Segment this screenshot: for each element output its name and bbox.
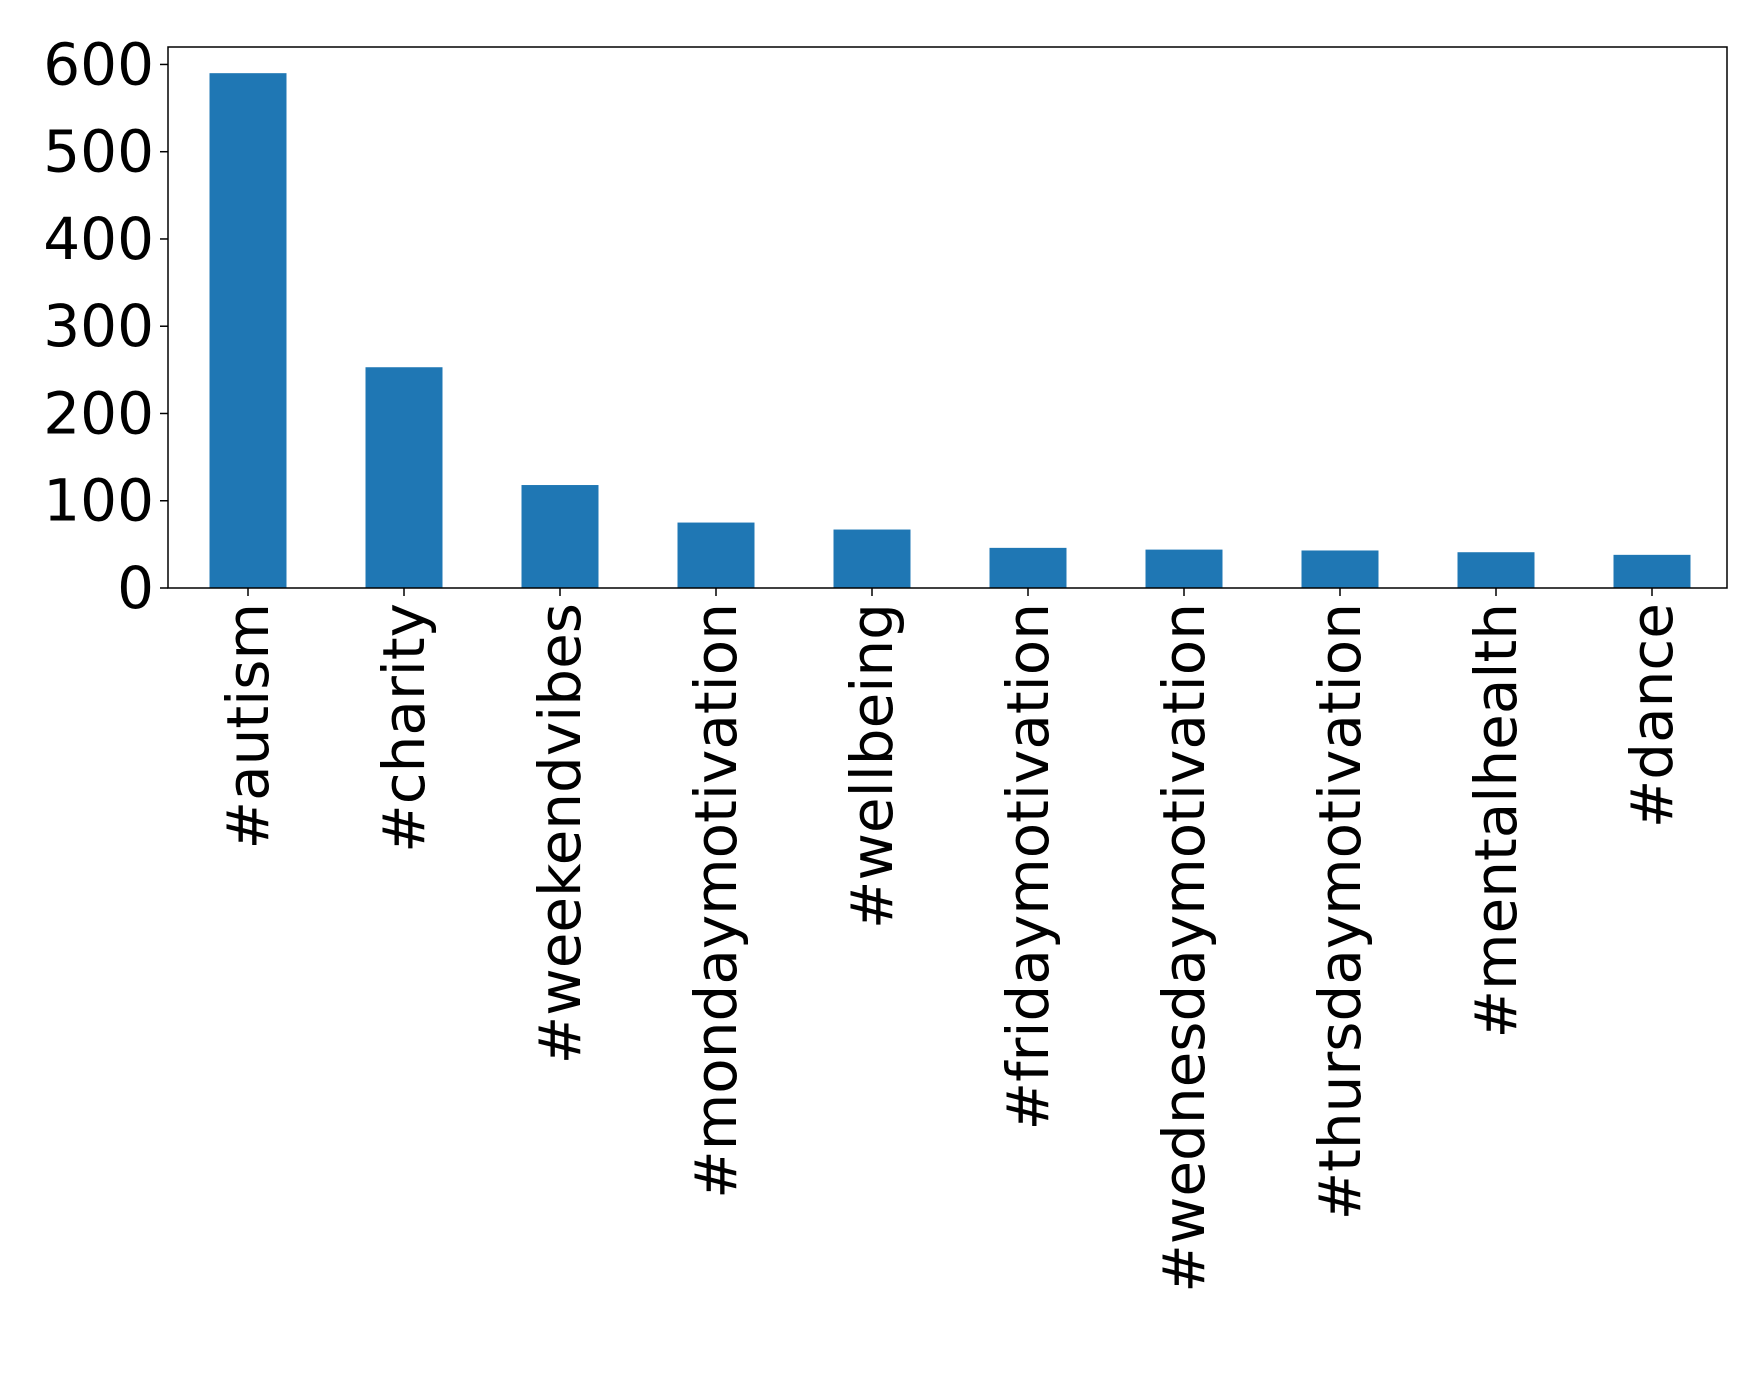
x-tick-label: #weekendvibes xyxy=(526,603,594,1064)
bar-dance xyxy=(1613,554,1691,588)
x-tick-label: #autism xyxy=(214,603,282,849)
bar-wellbeing xyxy=(833,529,911,588)
y-tick-label: 400 xyxy=(43,205,154,273)
x-tick-label: #wellbeing xyxy=(838,603,906,929)
bar-thursdaymotivation xyxy=(1301,550,1379,588)
x-tick-label: #thursdaymotivation xyxy=(1306,603,1374,1220)
bar-autism xyxy=(209,73,287,588)
bar-weekendvibes xyxy=(521,485,599,588)
x-tick-label: #charity xyxy=(370,603,438,853)
bar-mondaymotivation xyxy=(677,522,755,588)
y-axis-ticks: 0 100 200 300 400 500 600 xyxy=(43,30,168,622)
x-tick-label: #wednesdaymotivation xyxy=(1150,603,1218,1293)
x-tick-label: #dance xyxy=(1618,603,1686,828)
y-tick-label: 100 xyxy=(43,467,154,535)
x-tick-label: #mentalhealth xyxy=(1462,603,1530,1039)
y-tick-label: 200 xyxy=(43,379,154,447)
y-tick-label: 300 xyxy=(43,292,154,360)
y-tick-label: 600 xyxy=(43,30,154,98)
bar-mentalhealth xyxy=(1457,552,1535,588)
x-axis-ticks: #autism #charity #weekendvibes #mondaymotiv… xyxy=(214,588,1686,1293)
bars-group xyxy=(209,73,1691,588)
plot-frame xyxy=(167,46,1728,589)
y-tick-label: 500 xyxy=(43,118,154,186)
x-tick-label: #fridaymotivation xyxy=(994,603,1062,1130)
y-tick-label: 0 xyxy=(117,554,154,622)
bar-wednesdaymotivation xyxy=(1145,549,1223,588)
x-tick-label: #mondaymotivation xyxy=(682,603,750,1199)
bar-fridaymotivation xyxy=(989,547,1067,588)
bar-charity xyxy=(365,367,443,588)
